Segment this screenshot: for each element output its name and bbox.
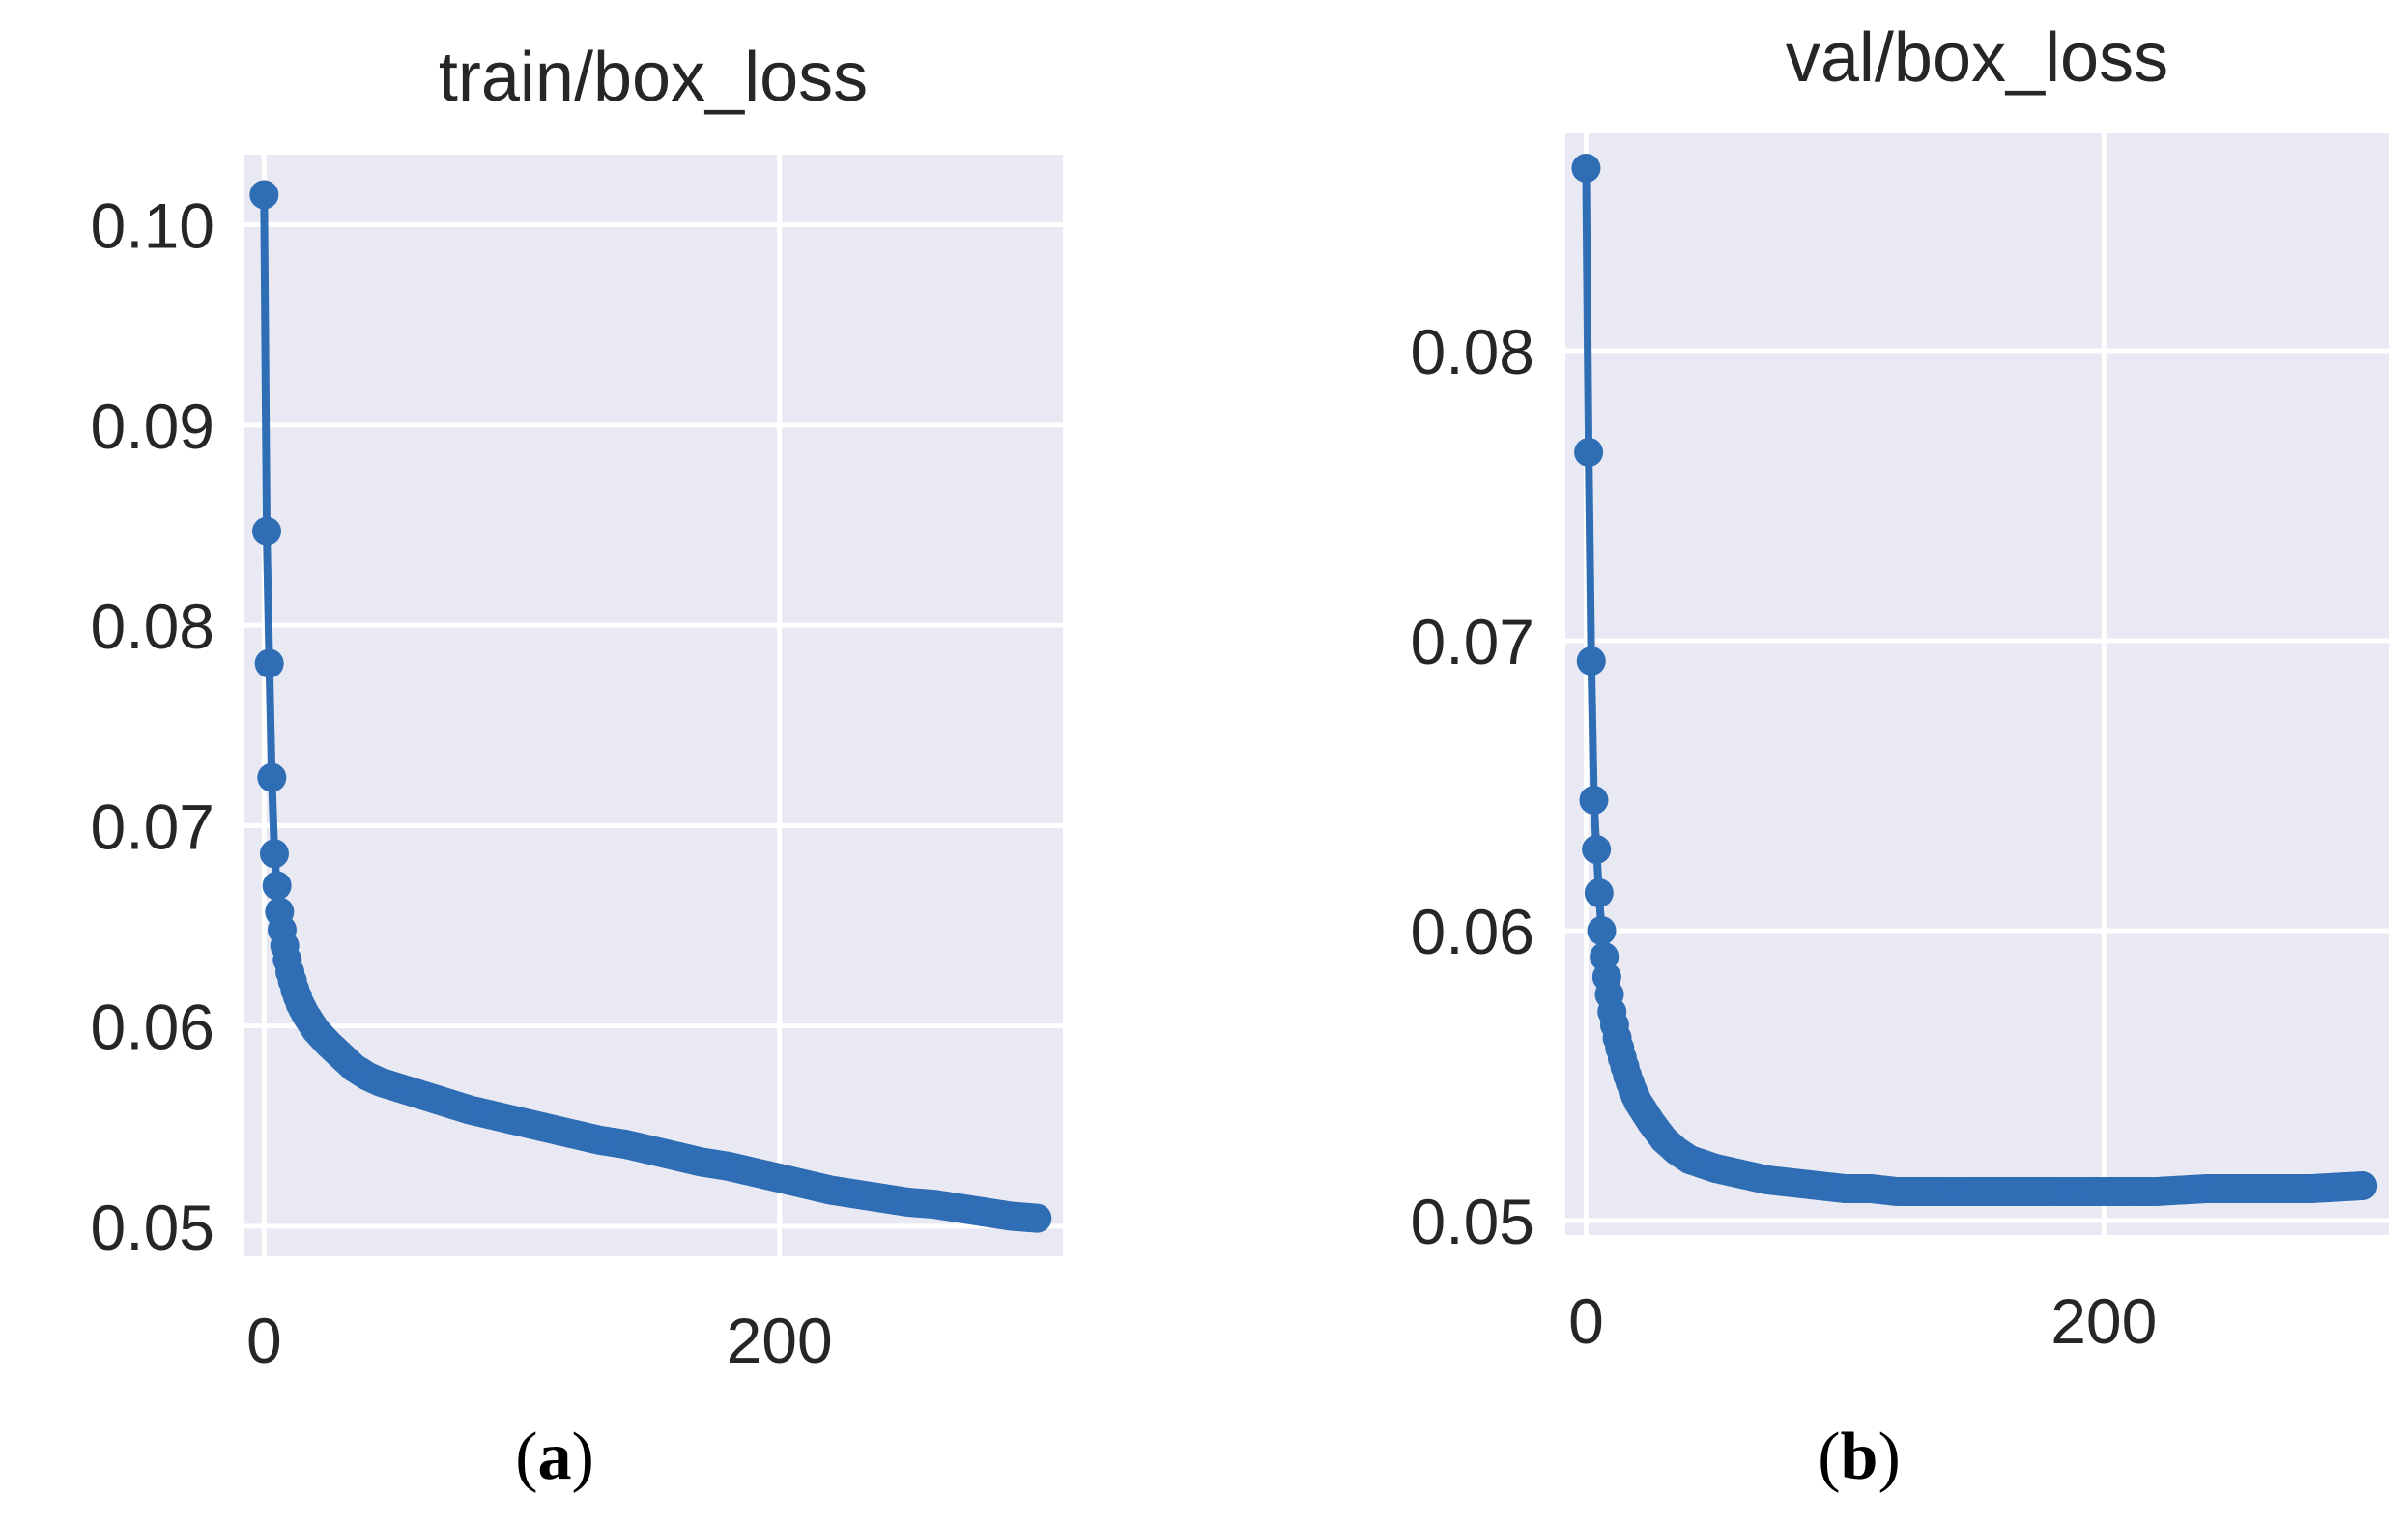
y-tick-label: 0.06	[91, 992, 215, 1063]
x-tick-labels-a: 0 200	[246, 1305, 833, 1376]
y-tick-label: 0.06	[1411, 896, 1534, 967]
plot-area-b	[1565, 133, 2389, 1235]
data-point	[1582, 835, 1612, 864]
data-point	[249, 180, 279, 210]
y-tick-label: 0.08	[1411, 316, 1534, 388]
x-tick-label: 0	[246, 1305, 282, 1376]
x-tick-label: 200	[727, 1305, 833, 1376]
grid-a	[244, 155, 1063, 1256]
data-point	[2348, 1171, 2378, 1200]
panel-caption-a-letter: a	[538, 1420, 572, 1494]
data-point	[1574, 438, 1604, 467]
data-point	[254, 648, 284, 678]
chart-title-a: train/box_loss	[439, 39, 868, 116]
data-point	[1576, 647, 1606, 676]
panel-caption-a: (a)	[515, 1420, 594, 1494]
data-point	[1587, 916, 1617, 945]
data-point	[252, 516, 281, 546]
y-tick-label: 0.05	[1411, 1186, 1534, 1257]
chart-title-b: val/box_loss	[1786, 19, 2168, 97]
series-b	[1571, 154, 2378, 1206]
data-point	[1579, 786, 1609, 815]
y-tick-labels-b: 0.05 0.06 0.07 0.08	[1411, 316, 1534, 1257]
x-tick-label: 0	[1568, 1285, 1604, 1357]
panel-caption-b: (b)	[1818, 1420, 1901, 1494]
x-tick-label: 200	[2050, 1285, 2157, 1357]
y-tick-label: 0.09	[91, 390, 215, 462]
data-point	[260, 839, 289, 869]
data-point	[257, 762, 287, 792]
data-point	[1571, 154, 1601, 183]
chart-panel-a: 0.05 0.06 0.07 0.08 0.09 0.10 0 200 train/box_…	[91, 39, 1063, 1494]
y-tick-label: 0.07	[1411, 606, 1534, 677]
panel-caption-b-letter: b	[1841, 1420, 1878, 1494]
series-a	[249, 180, 1052, 1233]
data-point	[1584, 878, 1614, 907]
y-tick-label: 0.07	[91, 791, 215, 862]
y-tick-label: 0.10	[91, 190, 215, 262]
y-tick-label: 0.05	[91, 1192, 215, 1263]
chart-panel-b: 0.05 0.06 0.07 0.08 0 200 val/box_loss (b)	[1411, 19, 2389, 1494]
data-point	[1022, 1203, 1052, 1233]
y-tick-labels-a: 0.05 0.06 0.07 0.08 0.09 0.10	[91, 190, 215, 1263]
x-tick-labels-b: 0 200	[1568, 1285, 2157, 1357]
y-tick-label: 0.08	[91, 590, 215, 662]
data-point	[262, 871, 292, 901]
